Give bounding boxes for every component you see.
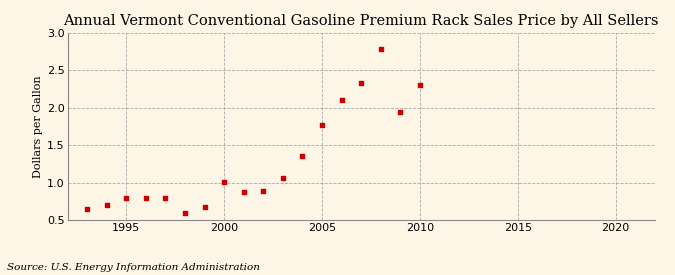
Point bbox=[375, 47, 386, 52]
Point bbox=[297, 153, 308, 158]
Point bbox=[160, 196, 171, 200]
Point bbox=[82, 207, 92, 211]
Point bbox=[336, 97, 347, 102]
Point bbox=[395, 109, 406, 114]
Point bbox=[277, 176, 288, 180]
Point bbox=[121, 196, 132, 200]
Point bbox=[140, 195, 151, 200]
Point bbox=[258, 189, 269, 193]
Point bbox=[180, 210, 190, 215]
Point bbox=[199, 204, 210, 209]
Point bbox=[219, 180, 230, 184]
Point bbox=[356, 81, 367, 85]
Text: Source: U.S. Energy Information Administration: Source: U.S. Energy Information Administ… bbox=[7, 263, 260, 272]
Point bbox=[238, 189, 249, 194]
Y-axis label: Dollars per Gallon: Dollars per Gallon bbox=[33, 75, 43, 178]
Point bbox=[414, 83, 425, 87]
Title: Annual Vermont Conventional Gasoline Premium Rack Sales Price by All Sellers: Annual Vermont Conventional Gasoline Pre… bbox=[63, 14, 659, 28]
Point bbox=[101, 203, 112, 207]
Point bbox=[317, 123, 327, 127]
